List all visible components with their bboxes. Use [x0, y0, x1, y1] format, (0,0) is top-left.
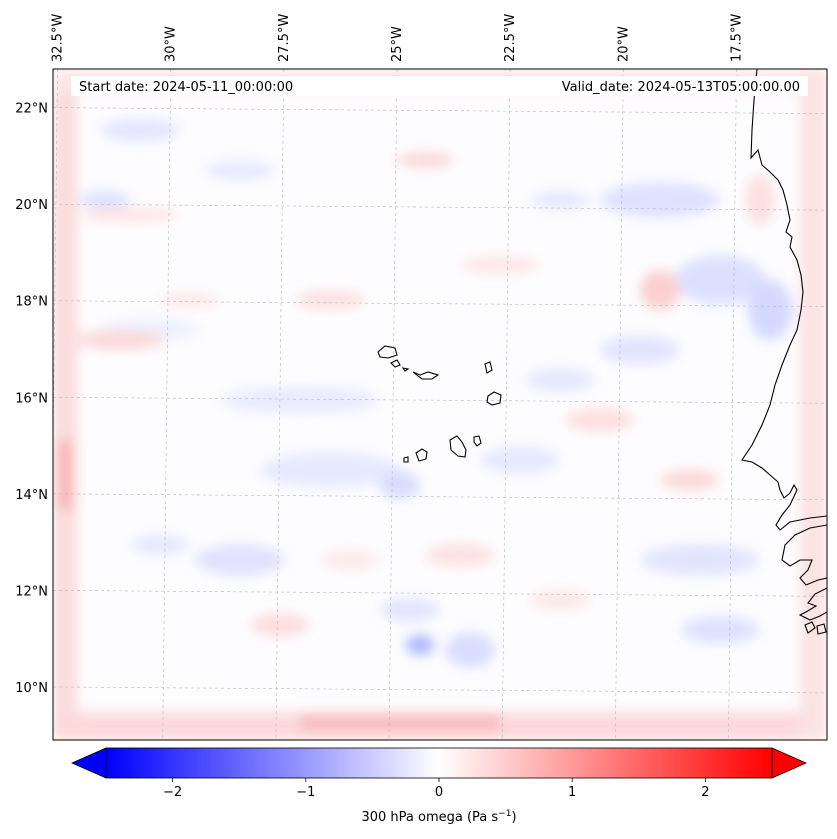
meridian-line — [615, 69, 624, 740]
colorbar-title-main: 300 hPa omega (Pa s — [361, 810, 498, 825]
boundary-south-strong — [300, 715, 500, 731]
sao-vicente — [390, 359, 401, 368]
colorbar: −2 −1 0 1 2 300 hPa omega (Pa s−1) — [71, 747, 807, 825]
meridian-line — [501, 69, 511, 740]
boundary-east — [800, 69, 827, 740]
santiago-island — [449, 435, 467, 458]
lon-tick-label: 25°W — [390, 26, 405, 62]
lon-tick-label: 20°W — [616, 26, 631, 62]
brava-island — [403, 456, 409, 463]
boundary-west-strong — [58, 440, 72, 510]
lon-tick-label: 30°W — [164, 26, 179, 62]
santa-luzia — [401, 367, 410, 372]
start-date-label: Start date: 2024-05-11_00:00:00 — [79, 80, 293, 95]
valid-date-label: Valid_date: 2024-05-13T05:00:00.00 — [562, 80, 800, 95]
meridian-line — [728, 69, 737, 740]
header-box — [71, 76, 808, 96]
meridian-line — [162, 69, 171, 740]
africa-coastline-south — [781, 524, 827, 586]
colorbar-ticks: −2 −1 0 1 2 — [163, 778, 710, 800]
lat-tick-label: 14°N — [15, 488, 48, 503]
maio-island — [473, 435, 482, 447]
boa-vista — [486, 391, 502, 406]
meridian-line — [388, 69, 398, 740]
colorbar-gradient — [105, 747, 773, 779]
lon-tick-label: 27.5°W — [277, 14, 292, 62]
latitude-tick-labels: 22°N 20°N 18°N 16°N 14°N 12°N 10°N — [15, 102, 48, 696]
lat-tick-label: 16°N — [15, 391, 48, 406]
colorbar-extend-min — [71, 747, 107, 779]
graticule — [53, 69, 827, 740]
lat-tick-label: 12°N — [15, 584, 48, 599]
colorbar-tick-label: 1 — [568, 785, 576, 800]
meridian-line — [275, 69, 285, 740]
africa-coastline — [741, 69, 827, 531]
santo-antao — [377, 345, 398, 359]
sao-nicolau — [412, 371, 440, 380]
bijagos-islands — [804, 621, 827, 635]
lon-tick-label: 17.5°W — [729, 14, 744, 62]
lat-tick-label: 22°N — [15, 102, 48, 117]
lat-tick-label: 20°N — [15, 198, 48, 213]
colorbar-tick-label: −2 — [163, 785, 182, 800]
africa-coastline-guinea — [798, 587, 827, 621]
fogo-island — [415, 448, 428, 462]
colorbar-title-exponent: −1 — [498, 809, 511, 819]
sal-island — [484, 361, 493, 374]
lon-tick-label: 22.5°W — [503, 14, 518, 62]
colorbar-tick-label: 2 — [701, 785, 709, 800]
coastline — [377, 69, 827, 635]
lat-tick-label: 18°N — [15, 295, 48, 310]
lat-tick-label: 10°N — [15, 681, 48, 696]
map-frame — [52, 68, 828, 741]
colorbar-title-end: ) — [511, 810, 516, 825]
longitude-tick-labels: 32.5°W 30°W 27.5°W 25°W 22.5°W 20°W 17.5°W — [51, 14, 745, 62]
map-panel — [53, 69, 827, 740]
lon-tick-label: 32.5°W — [51, 14, 66, 62]
colorbar-tick-label: −1 — [296, 785, 315, 800]
colorbar-extend-max — [771, 747, 807, 779]
colorbar-title: 300 hPa omega (Pa s−1) — [361, 809, 516, 825]
boundary-west — [53, 69, 77, 740]
colorbar-tick-label: 0 — [435, 785, 443, 800]
